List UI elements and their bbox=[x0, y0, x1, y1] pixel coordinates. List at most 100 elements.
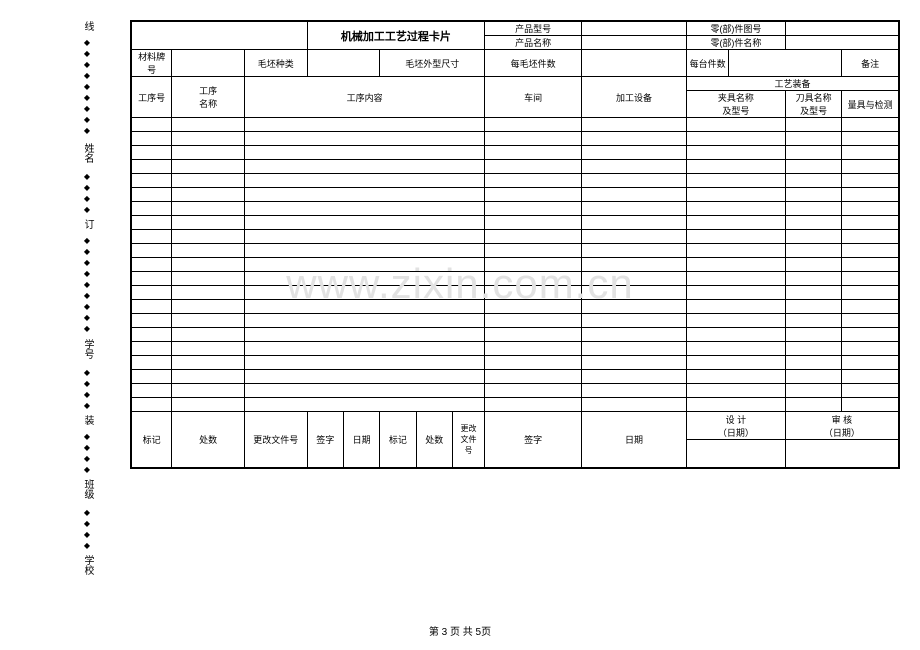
equipment-label: 加工设备 bbox=[582, 77, 687, 118]
process-cell bbox=[132, 244, 172, 258]
process-cell bbox=[132, 188, 172, 202]
process-cell bbox=[172, 342, 245, 356]
process-row bbox=[132, 398, 899, 412]
process-row bbox=[132, 356, 899, 370]
process-cell bbox=[687, 118, 786, 132]
process-cell bbox=[132, 216, 172, 230]
process-cell bbox=[687, 328, 786, 342]
tooling-label: 工艺装备 bbox=[687, 77, 899, 91]
rev-date2-label: 日期 bbox=[582, 412, 687, 468]
process-row bbox=[132, 300, 899, 314]
process-cell bbox=[785, 146, 842, 160]
process-cell bbox=[785, 174, 842, 188]
rev-sign-label: 签字 bbox=[307, 412, 343, 468]
process-cell bbox=[172, 118, 245, 132]
process-cell bbox=[582, 146, 687, 160]
proc-name-label: 工序 名称 bbox=[172, 77, 245, 118]
process-cell bbox=[785, 314, 842, 328]
product-model-val bbox=[582, 22, 687, 36]
process-cell bbox=[132, 286, 172, 300]
process-row bbox=[132, 230, 899, 244]
part-drawing-val bbox=[785, 22, 898, 36]
diamond-run-1: ◆◆◆◆◆◆◆◆◆ bbox=[83, 37, 91, 136]
process-cell bbox=[687, 132, 786, 146]
process-cell bbox=[132, 174, 172, 188]
process-cell bbox=[785, 118, 842, 132]
process-cell bbox=[172, 384, 245, 398]
process-cell bbox=[172, 160, 245, 174]
process-row bbox=[132, 118, 899, 132]
blank-dim-label: 毛坯外型尺寸 bbox=[380, 50, 485, 77]
process-cell bbox=[687, 370, 786, 384]
process-cell bbox=[132, 272, 172, 286]
process-cell bbox=[485, 258, 582, 272]
process-cell bbox=[485, 370, 582, 384]
process-cell bbox=[687, 314, 786, 328]
process-row bbox=[132, 286, 899, 300]
diamond-run-5: ◆◆◆◆ bbox=[83, 431, 91, 475]
process-cell bbox=[785, 272, 842, 286]
diamond-run-2: ◆◆◆◆ bbox=[83, 171, 91, 215]
rev-mark2-label: 标记 bbox=[380, 412, 416, 468]
process-cell bbox=[245, 244, 485, 258]
process-cell bbox=[485, 328, 582, 342]
process-cell bbox=[245, 216, 485, 230]
part-drawing-label: 零(部)件图号 bbox=[687, 22, 786, 36]
process-cell bbox=[582, 230, 687, 244]
bind-label-line: 线 bbox=[80, 21, 95, 31]
process-cell bbox=[485, 398, 582, 412]
per-unit-count-label: 每台件数 bbox=[687, 50, 729, 77]
process-cell bbox=[172, 272, 245, 286]
process-cell bbox=[842, 370, 899, 384]
process-cell bbox=[582, 384, 687, 398]
process-cell bbox=[172, 370, 245, 384]
card-title: 机械加工工艺过程卡片 bbox=[307, 22, 485, 50]
process-cell bbox=[687, 356, 786, 370]
process-cell bbox=[132, 328, 172, 342]
product-model-label: 产品型号 bbox=[485, 22, 582, 36]
process-cell bbox=[687, 258, 786, 272]
process-cell bbox=[582, 202, 687, 216]
process-cell bbox=[485, 286, 582, 300]
process-cell bbox=[172, 398, 245, 412]
process-card-table: 机械加工工艺过程卡片 产品型号 零(部)件图号 产品名称 零(部)件名称 材料牌… bbox=[131, 21, 899, 468]
process-cell bbox=[132, 300, 172, 314]
process-row bbox=[132, 370, 899, 384]
process-row bbox=[132, 160, 899, 174]
process-cell bbox=[842, 356, 899, 370]
process-cell bbox=[582, 160, 687, 174]
process-cell bbox=[842, 188, 899, 202]
fixture-label: 夹具名称 及型号 bbox=[687, 91, 786, 118]
process-cell bbox=[785, 244, 842, 258]
material-grade-val bbox=[172, 50, 245, 77]
process-cell bbox=[785, 202, 842, 216]
process-cell bbox=[842, 160, 899, 174]
per-unit-count-val bbox=[729, 50, 842, 77]
process-row bbox=[132, 188, 899, 202]
process-cell bbox=[245, 132, 485, 146]
process-cell bbox=[132, 118, 172, 132]
rev-count2-label: 处数 bbox=[416, 412, 452, 468]
process-cell bbox=[485, 342, 582, 356]
review-val bbox=[785, 440, 898, 468]
process-cell bbox=[785, 132, 842, 146]
proc-content-label: 工序内容 bbox=[245, 77, 485, 118]
review-block: 审 核 （日期） bbox=[785, 412, 898, 440]
process-cell bbox=[687, 398, 786, 412]
process-card-sheet: 机械加工工艺过程卡片 产品型号 零(部)件图号 产品名称 零(部)件名称 材料牌… bbox=[130, 20, 900, 469]
material-grade-label: 材料牌号 bbox=[132, 50, 172, 77]
process-cell bbox=[582, 342, 687, 356]
blank-top-left bbox=[132, 22, 308, 50]
part-name-label: 零(部)件名称 bbox=[687, 36, 786, 50]
process-row bbox=[132, 146, 899, 160]
process-cell bbox=[842, 244, 899, 258]
process-row bbox=[132, 258, 899, 272]
process-row bbox=[132, 342, 899, 356]
process-cell bbox=[687, 216, 786, 230]
process-cell bbox=[842, 300, 899, 314]
process-row bbox=[132, 328, 899, 342]
process-cell bbox=[785, 230, 842, 244]
process-cell bbox=[172, 132, 245, 146]
process-cell bbox=[172, 258, 245, 272]
process-cell bbox=[132, 314, 172, 328]
